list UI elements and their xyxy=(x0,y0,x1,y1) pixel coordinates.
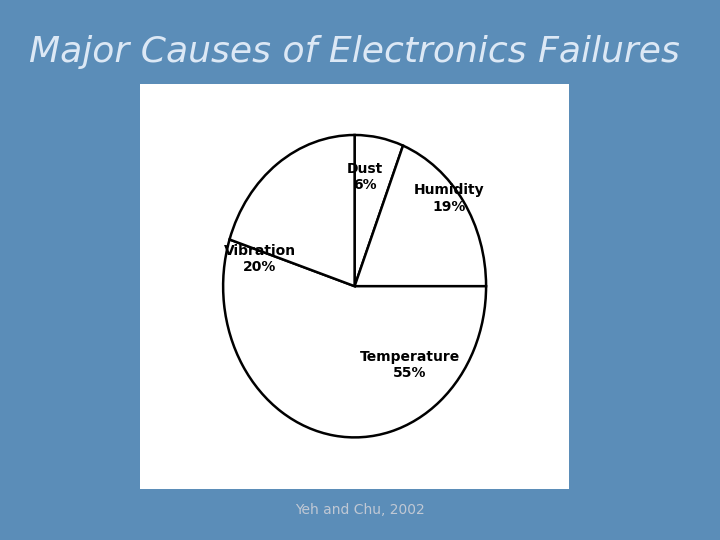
Wedge shape xyxy=(230,135,355,286)
Wedge shape xyxy=(355,146,486,286)
Wedge shape xyxy=(223,239,486,437)
Wedge shape xyxy=(354,135,403,286)
Text: Vibration
20%: Vibration 20% xyxy=(224,244,296,274)
Text: Temperature
55%: Temperature 55% xyxy=(360,350,460,380)
Text: Major Causes of Electronics Failures: Major Causes of Electronics Failures xyxy=(29,35,680,69)
Text: Yeh and Chu, 2002: Yeh and Chu, 2002 xyxy=(295,503,425,517)
Text: Dust
6%: Dust 6% xyxy=(347,162,383,192)
Text: Humidity
19%: Humidity 19% xyxy=(414,184,485,214)
